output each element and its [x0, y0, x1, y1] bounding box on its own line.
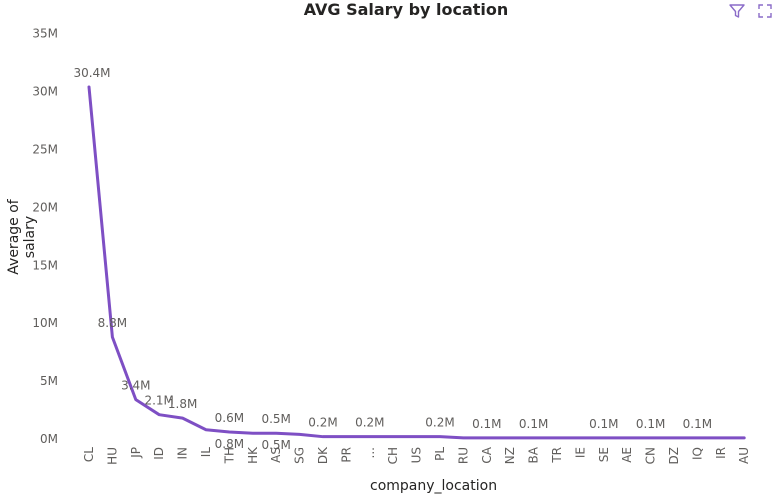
x-tick-label: AS	[269, 447, 283, 463]
y-tick-label: 25M	[32, 143, 58, 157]
y-axis: 0M 5M 10M 15M 20M 25M 30M 35M	[32, 27, 58, 446]
series-line	[87, 85, 746, 440]
x-tick-label: IR	[714, 447, 728, 459]
x-axis-title: company_location	[370, 478, 498, 494]
x-tick-label: CL	[82, 447, 96, 462]
x-tick-label: SE	[597, 447, 611, 462]
y-tick-label: 20M	[32, 200, 58, 214]
y-tick-label: 5M	[40, 374, 58, 388]
data-label: 0.2M	[355, 416, 384, 430]
x-tick-label: PL	[433, 447, 447, 461]
data-label: 0.1M	[589, 417, 618, 431]
data-label: 8.8M	[98, 316, 127, 330]
y-tick-label: 15M	[32, 258, 58, 272]
x-tick-label: RU	[456, 447, 470, 464]
x-axis: CL HU JP ID IN IL TH HK AS SG DK PR... CH US PL RU CA NZ B…	[82, 446, 751, 465]
x-tick-label: TR	[550, 447, 564, 464]
x-tick-label: IN	[176, 447, 190, 460]
data-label: 0.6M	[215, 411, 244, 425]
y-tick-label: 0M	[40, 432, 58, 446]
x-tick-label: HK	[246, 446, 260, 464]
x-tick-label: ...	[363, 447, 377, 458]
data-label: 0.5M	[261, 412, 290, 426]
x-tick-label: AU	[737, 447, 751, 464]
x-tick-label: US	[410, 447, 424, 463]
data-label: 1.8M	[168, 397, 197, 411]
x-tick-label: SG	[293, 447, 307, 464]
x-tick-label: IQ	[690, 447, 704, 460]
data-label: 3.4M	[121, 379, 150, 393]
data-label: 2.1M	[144, 394, 173, 408]
x-tick-label: AE	[620, 447, 634, 463]
x-tick-label: TH	[222, 447, 236, 464]
data-label: 0.5M	[261, 438, 290, 452]
series-path	[87, 85, 746, 440]
data-label: 0.1M	[472, 417, 501, 431]
x-tick-label: JP	[129, 447, 143, 459]
x-tick-label: HU	[105, 447, 119, 465]
chart-title: AVG Salary by location	[303, 0, 509, 19]
x-tick-label: IL	[199, 447, 213, 458]
data-label: 0.8M	[215, 437, 244, 451]
x-tick-label: CH	[386, 447, 400, 464]
x-tick-label: IE	[573, 447, 587, 458]
data-label: 30.4M	[73, 66, 110, 80]
x-tick-label: CN	[644, 447, 658, 464]
data-labels: 30.4M 8.8M 3.4M2.1M1.8M 0.6M 0.8M 0.5M 0.5M 0.2…	[73, 66, 712, 452]
y-tick-label: 10M	[32, 316, 58, 330]
y-tick-label: 35M	[32, 27, 58, 41]
x-tick-label: DZ	[667, 447, 681, 464]
data-label: 0.1M	[519, 417, 548, 431]
x-tick-label: CA	[480, 446, 494, 463]
x-tick-label: BA	[527, 446, 541, 463]
visual-header-icons	[728, 2, 774, 20]
x-tick-label: PR	[339, 447, 353, 463]
data-label: 0.1M	[636, 417, 665, 431]
y-tick-label: 30M	[32, 85, 58, 99]
focus-mode-icon[interactable]	[756, 2, 774, 20]
filter-icon[interactable]	[728, 2, 746, 20]
x-tick-label: ID	[152, 447, 166, 460]
x-tick-label: DK	[316, 446, 330, 464]
data-label: 0.1M	[683, 417, 712, 431]
data-label: 0.2M	[308, 416, 337, 430]
x-tick-label: NZ	[503, 447, 517, 464]
data-label: 0.2M	[425, 416, 454, 430]
